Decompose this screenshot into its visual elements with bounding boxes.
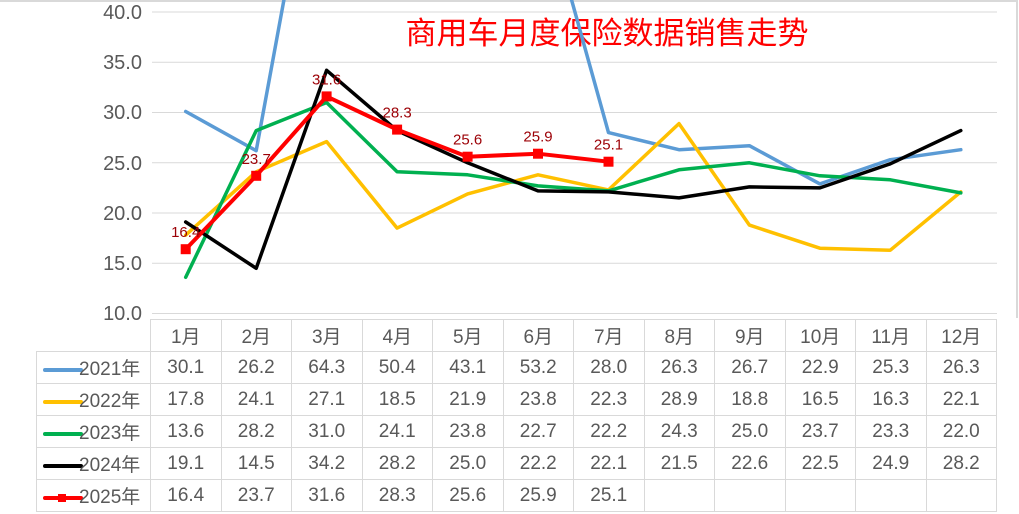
svg-text:40.0: 40.0 (103, 2, 142, 24)
svg-text:商用车月度保险数据销售走势: 商用车月度保险数据销售走势 (406, 16, 809, 51)
svg-text:20.0: 20.0 (103, 203, 142, 225)
svg-text:15.0: 15.0 (103, 253, 142, 275)
svg-text:16.4: 16.4 (171, 224, 200, 241)
svg-text:25.6: 25.6 (453, 132, 482, 149)
svg-text:31.6: 31.6 (312, 71, 341, 88)
svg-text:25.9: 25.9 (523, 129, 552, 146)
svg-text:28.3: 28.3 (382, 105, 411, 122)
svg-text:25.0: 25.0 (103, 153, 142, 175)
svg-text:25.1: 25.1 (594, 137, 623, 154)
svg-text:30.0: 30.0 (103, 102, 142, 124)
svg-text:23.7: 23.7 (242, 151, 271, 168)
svg-text:35.0: 35.0 (103, 52, 142, 74)
